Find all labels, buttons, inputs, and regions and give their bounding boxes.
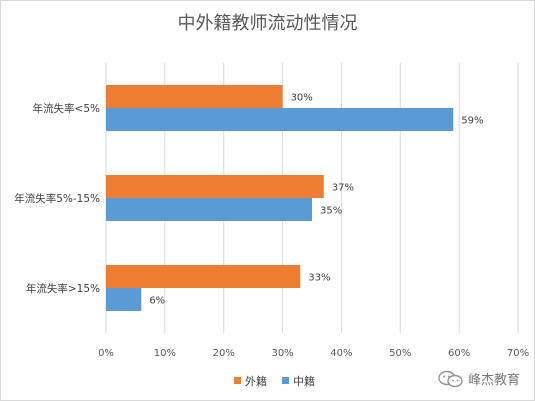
bar-外籍 — [106, 85, 283, 108]
watermark: 峰杰教育 — [438, 369, 520, 388]
category-labels: 年流失率<5% 年流失率5%-15% 年流失率>15% — [14, 102, 100, 295]
bar-中籍 — [106, 198, 312, 221]
data-label: 35% — [320, 206, 342, 217]
x-tick-label: 0% — [98, 348, 114, 359]
x-tick-labels: 0% 10% 20% 30% 40% 50% 60% 70% — [98, 348, 529, 359]
legend-swatch — [234, 377, 241, 384]
legend-label: 外籍 — [245, 374, 267, 388]
data-label: 30% — [291, 93, 313, 104]
bar-外籍 — [106, 175, 324, 198]
chart-title: 中外籍教师流动性情况 — [177, 13, 358, 34]
bar-外籍 — [106, 265, 301, 288]
x-tick-label: 10% — [154, 348, 176, 359]
data-label: 37% — [332, 183, 354, 194]
x-tick-label: 40% — [330, 348, 352, 359]
legend-label: 中籍 — [293, 374, 315, 388]
x-tick-label: 30% — [271, 348, 293, 359]
legend-swatch — [282, 377, 289, 384]
data-label: 6% — [149, 296, 165, 307]
x-tick-label: 50% — [389, 348, 411, 359]
category-label: 年流失率<5% — [33, 102, 100, 115]
category-label: 年流失率5%-15% — [14, 192, 100, 205]
legend: 外籍 中籍 — [234, 374, 315, 388]
x-tick-label: 20% — [213, 348, 235, 359]
category-label: 年流失率>15% — [26, 282, 100, 295]
bar-中籍 — [106, 108, 454, 131]
bar-中籍 — [106, 288, 142, 311]
wechat-icon — [438, 370, 463, 387]
x-tick-label: 60% — [448, 348, 470, 359]
watermark-text: 峰杰教育 — [467, 373, 520, 388]
data-label: 33% — [308, 273, 330, 284]
bars-group — [106, 85, 454, 311]
x-tick-label: 70% — [507, 348, 529, 359]
data-label: 59% — [461, 116, 483, 127]
data-labels: 30% 59% 37% 35% 33% 6% — [149, 93, 483, 307]
